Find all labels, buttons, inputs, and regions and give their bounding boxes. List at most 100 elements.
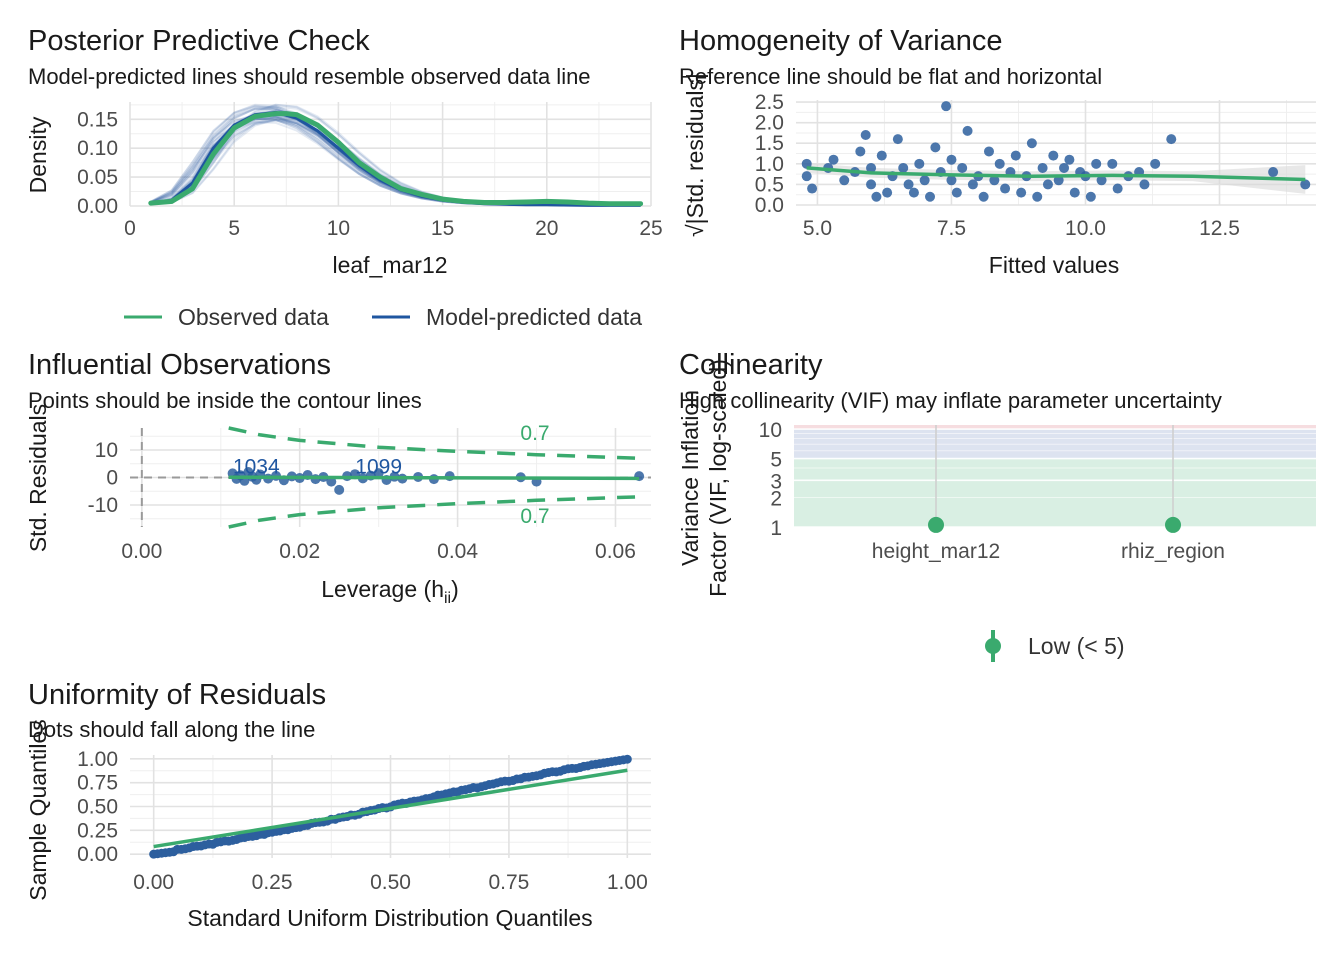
ppc-x-tick-label: 10 — [327, 217, 350, 240]
hov-data-point — [1016, 187, 1027, 198]
vif-y-axis-label-line1: Variance Inflation — [677, 390, 703, 566]
hov-x-tick-label: 12.5 — [1199, 217, 1240, 240]
hov-data-point — [807, 183, 818, 194]
hov-data-point — [1037, 162, 1048, 173]
infl-y-tick-label: -10 — [88, 494, 118, 517]
hov-data-point — [957, 162, 968, 173]
hov-data-point — [860, 130, 871, 140]
hov-data-point — [914, 158, 925, 169]
hov-data-point — [871, 191, 882, 202]
hov-data-point — [919, 175, 930, 186]
hov-data-point — [925, 191, 936, 202]
hov-data-point — [1091, 158, 1102, 169]
ppc-x-tick-label: 20 — [535, 217, 558, 240]
hov-data-point — [983, 146, 994, 157]
vif-low-band — [794, 458, 1316, 527]
ppc-subtitle: Model-predicted lines should resemble ob… — [28, 64, 591, 89]
hov-data-point — [978, 191, 989, 202]
hov-y-tick-label: 0.0 — [755, 194, 784, 217]
hov-data-point — [892, 134, 903, 145]
hov-data-point — [989, 175, 1000, 186]
infl-panel: Influential Observations Points should b… — [25, 349, 651, 607]
qq-y-tick-label: 0.25 — [77, 819, 118, 842]
hov-x-tick-label: 10.0 — [1065, 217, 1106, 240]
hov-x-tick-label: 7.5 — [937, 217, 966, 240]
legend-predicted-label: Model-predicted data — [426, 304, 642, 330]
hov-title: Homogeneity of Variance — [679, 25, 1002, 57]
hov-data-point — [1112, 183, 1123, 194]
hov-data-point — [1010, 150, 1021, 161]
vif-high-band — [794, 425, 1316, 430]
infl-upper-contour-line — [228, 426, 640, 461]
infl-x-tick-label: 0.06 — [595, 540, 636, 563]
infl-x-axis-label-text: Leverage (h — [321, 576, 444, 602]
hov-data-point — [898, 162, 909, 173]
vif-panel: Collinearity High collinearity (VIF) may… — [677, 349, 1316, 662]
vif-legend: Low (< 5) — [985, 630, 1125, 662]
qq-y-axis-label: Sample Quantiles — [25, 719, 51, 901]
hov-data-point — [1042, 179, 1053, 190]
qq-x-tick-label: 0.75 — [488, 871, 529, 894]
hov-data-point — [839, 175, 850, 186]
ppc-x-tick-label: 0 — [124, 217, 136, 240]
infl-subtitle: Points should be inside the contour line… — [28, 388, 422, 413]
hov-panel: Homogeneity of Variance Reference line s… — [679, 25, 1316, 278]
hov-data-point — [967, 179, 978, 190]
infl-x-tick-label: 0.00 — [121, 540, 162, 563]
infl-plot-area: 0.00 0.02 0.04 0.06 -10 0 10 0.7 0.7 1034 1099 — [88, 422, 651, 563]
hov-y-tick-label: 1.0 — [755, 153, 784, 176]
ppc-y-tick-label: 0.10 — [77, 137, 118, 160]
infl-x-tick-label: 0.04 — [437, 540, 478, 563]
qq-reference-line — [153, 768, 628, 849]
infl-point-label: 1034 — [233, 455, 280, 478]
hov-y-tick-label: 2.5 — [755, 91, 784, 114]
hov-data-point — [903, 179, 914, 190]
infl-y-tick-label: 10 — [95, 439, 118, 462]
infl-lower-contour-label: 0.7 — [520, 505, 549, 528]
hov-data-point — [1048, 150, 1059, 161]
infl-upper-contour-label: 0.7 — [520, 422, 549, 445]
hov-data-point — [1053, 175, 1064, 186]
hov-data-point — [1139, 179, 1150, 190]
hov-data-point — [1085, 191, 1096, 202]
hov-data-point — [1268, 167, 1279, 178]
ppc-y-axis-label: Density — [25, 116, 51, 193]
qq-y-tick-label: 1.00 — [77, 748, 118, 771]
vif-title: Collinearity — [679, 349, 823, 381]
vif-x-tick-label: height_mar12 — [872, 540, 1000, 563]
hov-plot-area: 5.0 7.5 10.0 12.5 0.00.51.01.52.02.5 — [755, 91, 1316, 240]
infl-title: Influential Observations — [28, 349, 331, 381]
infl-x-axis-label: Leverage (hii) — [321, 576, 459, 607]
qq-x-tick-label: 1.00 — [607, 871, 648, 894]
infl-x-axis-label-sub: ii — [444, 590, 451, 607]
hov-y-tick-label: 0.5 — [755, 173, 784, 196]
qq-title: Uniformity of Residuals — [28, 679, 326, 711]
legend-observed-label: Observed data — [178, 304, 329, 330]
hov-data-point — [1150, 158, 1161, 169]
qq-subtitle: Dots should fall along the line — [28, 717, 315, 742]
qq-y-tick-label: 0.75 — [77, 772, 118, 795]
hov-subtitle: Reference line should be flat and horizo… — [679, 64, 1102, 89]
hov-data-point — [866, 179, 877, 190]
qq-plot-area: 0.00 0.25 0.50 0.75 1.000.000.250.500.751.00 — [77, 748, 651, 894]
ppc-plot-area: 0 5 10 15 20 25 0.00 0.05 0.10 0.15 — [77, 102, 663, 240]
infl-x-tick-label: 0.02 — [279, 540, 320, 563]
qq-x-axis-label: Standard Uniform Distribution Quantiles — [187, 905, 592, 931]
hov-data-point — [1069, 187, 1080, 198]
vif-y-tick-label: 10 — [759, 419, 782, 442]
hov-data-point — [941, 101, 952, 112]
vif-y-tick-label: 3 — [770, 470, 782, 493]
hov-data-point — [882, 187, 893, 198]
ppc-x-tick-label: 5 — [228, 217, 240, 240]
infl-point-label: 1099 — [355, 455, 402, 478]
hov-data-point — [1096, 175, 1107, 186]
qq-y-tick-label: 0.00 — [77, 843, 118, 866]
vif-y-tick-label: 5 — [770, 449, 782, 472]
ppc-y-tick-label: 0.00 — [77, 195, 118, 218]
vif-x-tick-label: rhiz_region — [1121, 540, 1225, 563]
vif-point — [928, 516, 944, 533]
hov-data-point — [1000, 183, 1011, 194]
ppc-x-axis-label: leaf_mar12 — [332, 252, 447, 278]
hov-data-point — [908, 187, 919, 198]
